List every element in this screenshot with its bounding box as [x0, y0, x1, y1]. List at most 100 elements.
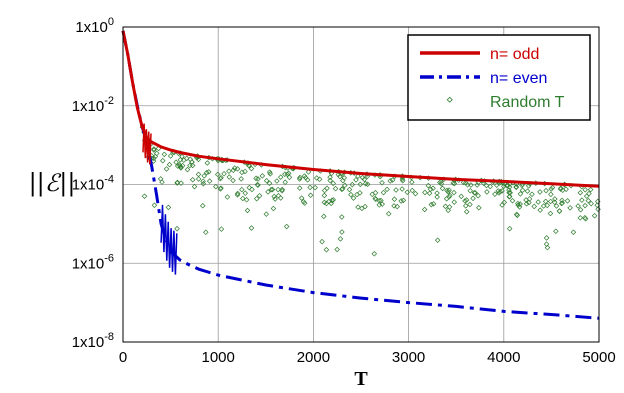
random-t-marker [409, 179, 415, 185]
random-t-marker [282, 179, 288, 186]
random-t-marker [393, 187, 399, 193]
random-t-marker [355, 173, 361, 179]
random-t-marker [165, 204, 172, 211]
random-t-marker [279, 186, 285, 193]
random-t-marker [230, 177, 236, 184]
random-t-marker [499, 188, 505, 194]
random-t-marker [286, 174, 293, 181]
x-tick-label: 1000 [202, 349, 235, 366]
random-t-marker [399, 177, 406, 184]
random-t-marker [173, 159, 179, 165]
random-t-marker [285, 170, 292, 177]
random-t-marker [579, 197, 585, 203]
random-t-marker [468, 182, 474, 188]
random-t-marker [184, 166, 191, 173]
random-t-marker [509, 197, 516, 204]
random-t-marker [234, 190, 241, 197]
random-t-marker [319, 238, 325, 245]
random-t-marker [234, 192, 241, 198]
random-t-marker [585, 197, 592, 204]
random-t-marker [495, 188, 501, 194]
series-even-line [121, 30, 600, 320]
random-t-marker [529, 191, 535, 197]
random-t-marker [355, 204, 361, 210]
random-t-marker [183, 155, 190, 162]
random-t-marker [239, 169, 245, 176]
random-t-marker [248, 225, 255, 231]
random-t-marker [464, 182, 471, 188]
random-t-marker [200, 180, 207, 187]
x-tick-label: 5000 [582, 349, 615, 366]
random-t-marker [359, 174, 366, 181]
random-t-marker [582, 187, 588, 193]
random-t-marker [217, 186, 224, 192]
random-t-marker [305, 169, 312, 175]
random-t-marker [507, 190, 513, 196]
random-t-marker [474, 182, 480, 188]
random-t-marker [463, 209, 470, 215]
random-t-marker [451, 199, 458, 205]
random-t-marker [200, 202, 206, 209]
random-t-marker [526, 199, 532, 206]
random-t-marker [543, 241, 550, 247]
random-t-marker [475, 192, 481, 199]
random-t-marker [270, 205, 277, 212]
random-t-marker [218, 226, 225, 232]
random-t-marker [487, 183, 493, 190]
random-t-marker [493, 182, 500, 188]
random-t-marker [339, 229, 345, 235]
random-t-marker [548, 191, 554, 198]
random-t-marker [230, 167, 237, 174]
random-t-marker [151, 146, 157, 152]
random-t-marker [157, 176, 164, 182]
random-t-marker [254, 181, 261, 188]
random-t-marker [426, 190, 433, 196]
random-t-marker [342, 182, 348, 189]
random-t-marker [427, 186, 434, 192]
random-t-marker [195, 176, 202, 182]
random-t-marker [277, 195, 284, 201]
random-t-marker [543, 235, 550, 241]
random-t-marker [203, 169, 210, 176]
series-odd-oscillation [142, 123, 152, 165]
random-t-marker [357, 190, 363, 196]
random-t-marker [515, 202, 521, 208]
random-t-marker [513, 211, 520, 218]
random-t-marker [582, 202, 588, 209]
random-t-marker [256, 192, 263, 199]
random-t-marker [163, 166, 170, 172]
series-odd-line [121, 30, 600, 188]
random-t-marker [203, 229, 209, 236]
random-t-marker [398, 198, 404, 204]
x-tick-label: 4000 [487, 349, 520, 366]
random-t-marker [513, 184, 520, 190]
random-t-marker [391, 196, 398, 202]
series-layer [121, 30, 601, 320]
random-t-marker [421, 206, 428, 213]
random-t-marker [438, 178, 444, 185]
random-t-marker [246, 163, 252, 169]
random-t-marker [339, 214, 345, 220]
random-t-marker [563, 186, 569, 193]
random-t-marker [274, 178, 280, 184]
legend-box [407, 34, 591, 121]
y-tick-label: 1x10-4 [72, 174, 114, 194]
random-t-marker [380, 189, 387, 196]
random-t-marker [243, 197, 250, 203]
random-t-marker [470, 195, 476, 202]
random-t-marker [506, 193, 513, 200]
random-t-marker [472, 190, 478, 196]
random-t-marker [240, 195, 246, 202]
random-t-marker [467, 188, 474, 194]
random-t-marker [434, 190, 440, 196]
random-t-marker [346, 186, 353, 193]
random-t-marker [577, 215, 584, 221]
random-t-marker [272, 196, 278, 202]
random-t-marker [275, 186, 281, 193]
random-t-marker [553, 228, 559, 235]
random-t-marker [531, 203, 537, 210]
random-t-marker [217, 175, 224, 182]
random-t-marker [523, 201, 530, 207]
random-t-marker [542, 198, 549, 205]
